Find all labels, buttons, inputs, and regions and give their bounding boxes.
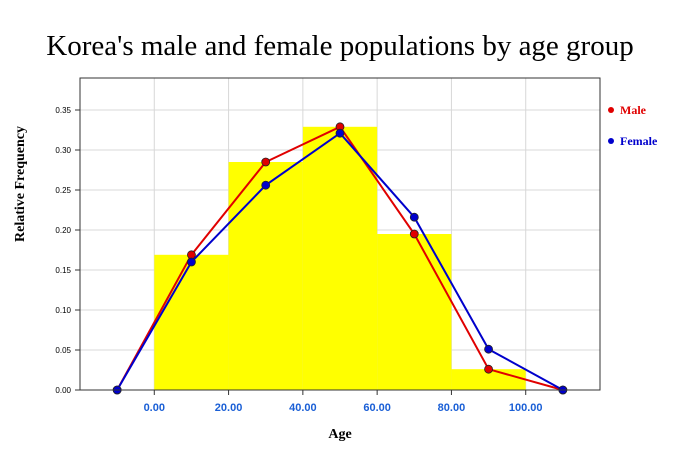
y-tick-label: 0.00 [55, 386, 71, 395]
histogram-bar [154, 254, 229, 390]
histogram-bar [302, 126, 378, 391]
plot-frame [79, 77, 601, 391]
x-tick-label: 40.00 [289, 402, 317, 414]
data-point-male [409, 229, 419, 239]
data-point-female [335, 128, 345, 138]
y-tick-label: 0.10 [55, 306, 71, 315]
y-ticks: 0.00 0.05 0.10 0.15 0.20 0.25 0.30 0.35 [55, 106, 80, 395]
histogram-bar [377, 234, 452, 390]
legend: Male Female [608, 103, 658, 148]
y-tick-label: 0.30 [55, 146, 71, 155]
data-point-female [187, 257, 196, 267]
y-tick-label: 0.05 [55, 346, 71, 355]
data-point-male [261, 157, 271, 167]
x-tick-label: 60.00 [363, 402, 391, 414]
legend-marker-male [608, 107, 614, 113]
data-point-male [484, 364, 493, 374]
plot-border [79, 77, 601, 391]
data-point-female [484, 344, 493, 354]
data-point-female [261, 180, 271, 190]
x-tick-label: 20.00 [215, 402, 243, 414]
legend-marker-female [608, 138, 614, 144]
y-tick-label: 0.35 [55, 106, 71, 115]
data-point-female [409, 212, 419, 222]
x-tick-label: 0.00 [144, 402, 165, 414]
histogram-bars [154, 126, 526, 391]
data-point-male [187, 250, 196, 260]
x-tick-label: 80.00 [438, 402, 466, 414]
x-axis-label: Age [328, 427, 351, 442]
x-tick-label: 100.00 [509, 402, 543, 414]
y-axis-label: Relative Frequency [13, 126, 28, 242]
chart-title: Korea's male and female populations by a… [46, 30, 633, 62]
y-tick-label: 0.20 [55, 226, 71, 235]
legend-label-female: Female [620, 134, 658, 148]
y-tick-label: 0.25 [55, 186, 71, 195]
y-tick-label: 0.15 [55, 266, 71, 275]
legend-label-male: Male [620, 103, 647, 117]
x-ticks: 0.00 20.00 40.00 60.00 80.00 100.00 [144, 390, 543, 414]
histogram-bar [228, 162, 303, 390]
